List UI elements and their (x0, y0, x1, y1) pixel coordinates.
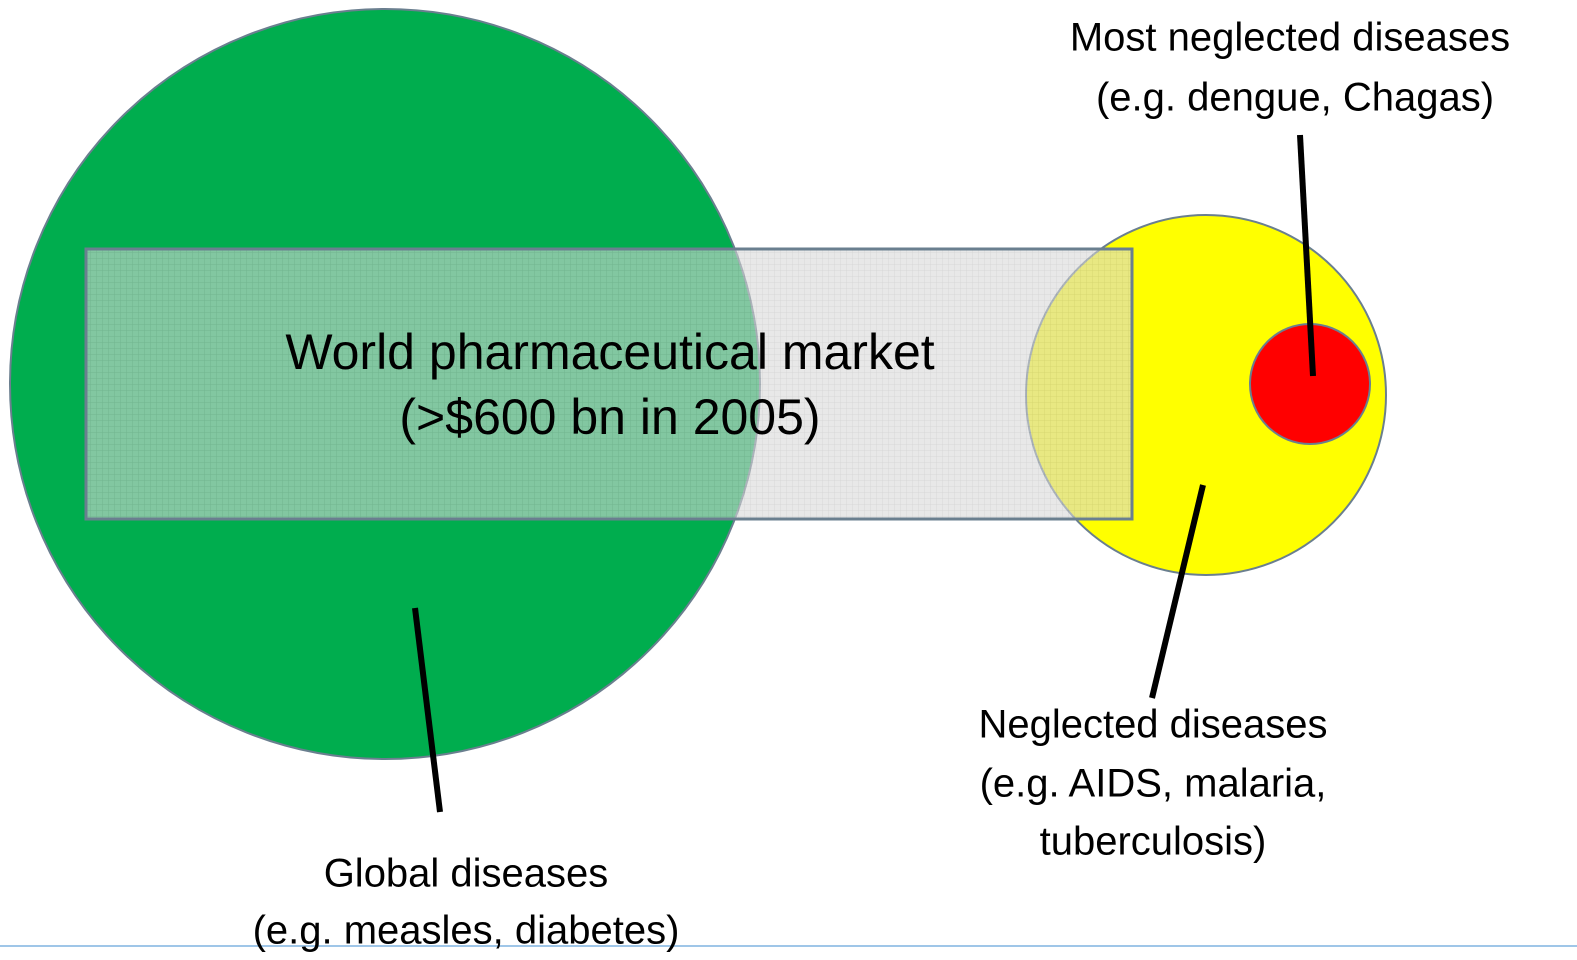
market-label: (>$600 bn in 2005) (399, 389, 820, 445)
node-label: Global diseases (324, 852, 609, 896)
market-label: World pharmaceutical market (285, 324, 934, 380)
market-rect (84, 247, 1134, 521)
node-label: tuberculosis) (1040, 820, 1267, 864)
node-label: (e.g. measles, diabetes) (253, 909, 680, 953)
pointer (412, 607, 443, 813)
node-label: Most neglected diseases (1070, 16, 1510, 60)
pointer (1149, 484, 1206, 699)
pointer (1297, 134, 1316, 377)
node-label: (e.g. dengue, Chagas) (1096, 76, 1494, 120)
node-label: Neglected diseases (978, 703, 1327, 747)
node-label: (e.g. AIDS, malaria, (980, 762, 1327, 806)
